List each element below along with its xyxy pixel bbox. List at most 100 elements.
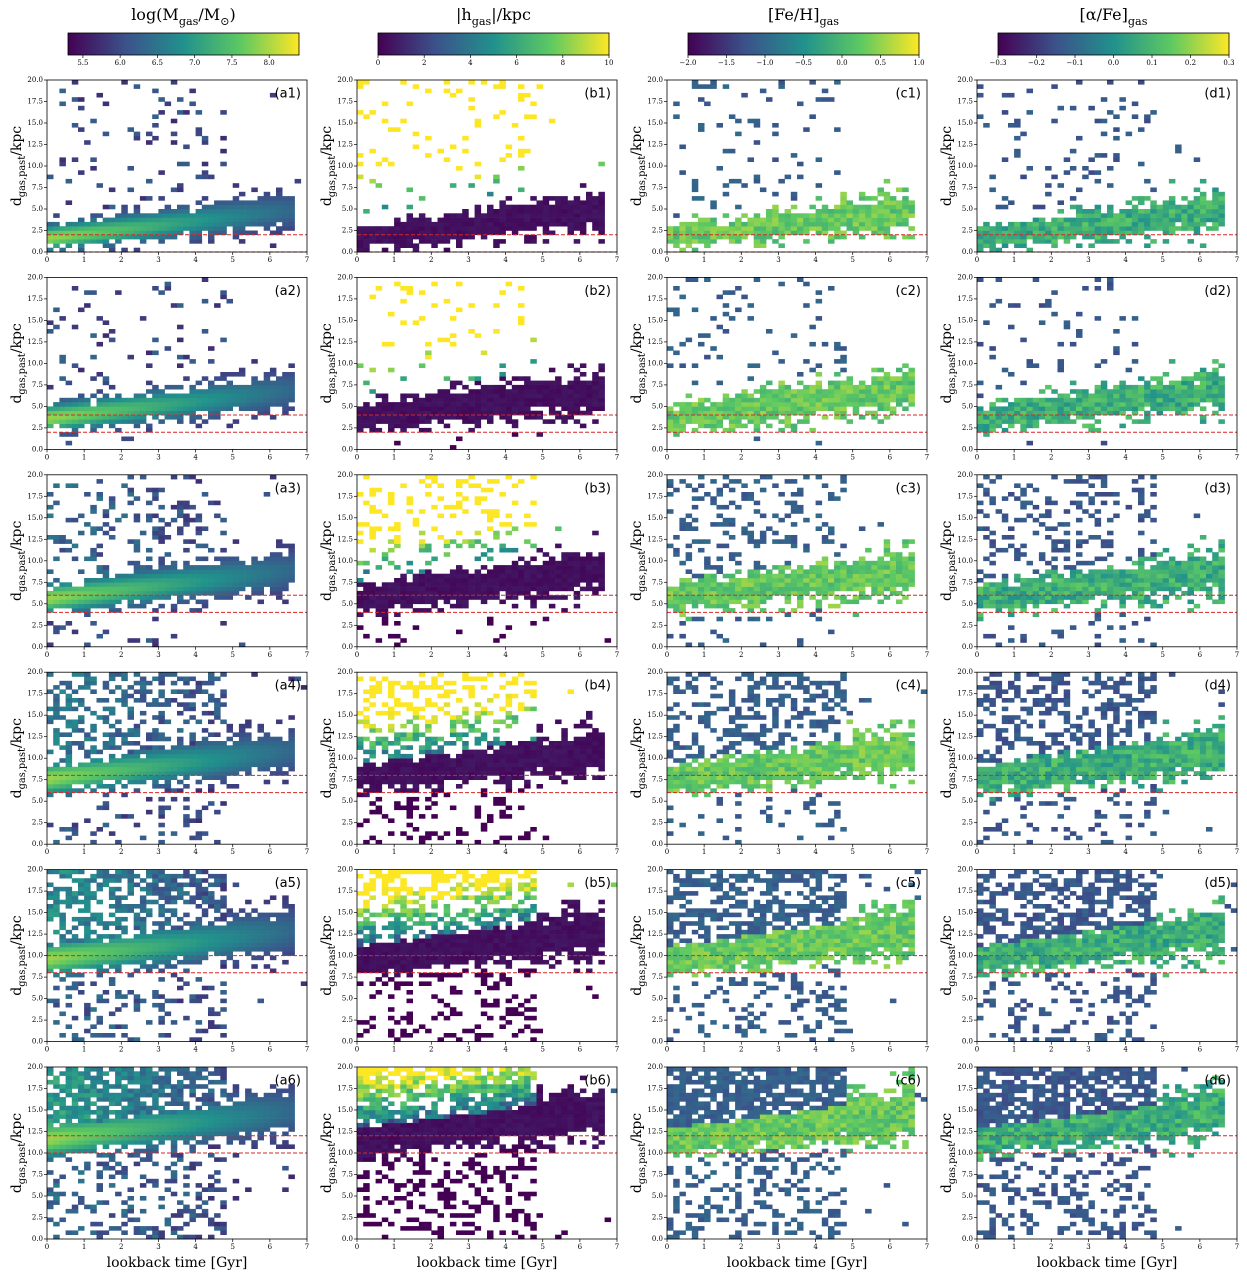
heatmap-cell (499, 402, 506, 407)
heatmap-cell (772, 213, 779, 218)
heatmap-cell (1020, 423, 1027, 429)
heatmap-cell (456, 239, 463, 244)
text-part: ⊙ (220, 15, 229, 28)
heatmap-cell (797, 578, 804, 583)
heatmap-cell (1094, 277, 1102, 282)
heatmap-cell (728, 608, 736, 613)
heatmap-cell (245, 384, 252, 390)
heatmap-cell (691, 526, 699, 531)
heatmap-cell (146, 500, 153, 506)
heatmap-cell (121, 436, 128, 442)
heatmap-cell (858, 573, 866, 579)
heatmap-cell (858, 397, 866, 403)
heatmap-cell (437, 578, 444, 583)
heatmap-cell (65, 582, 73, 587)
heatmap-cell (102, 397, 110, 403)
heatmap-cell (548, 118, 556, 124)
heatmap-cell (1082, 234, 1089, 240)
heatmap-cell (1026, 359, 1033, 364)
heatmap-cell (821, 97, 829, 102)
heatmap-cell (443, 226, 451, 231)
heatmap-cell (815, 616, 823, 622)
heatmap-cell (1138, 209, 1145, 214)
heatmap-cell (685, 337, 693, 343)
heatmap-cell (852, 586, 860, 592)
heatmap-cell (269, 209, 277, 214)
heatmap-cell (722, 595, 730, 600)
heatmap-cell (865, 209, 872, 214)
heatmap-cell (772, 397, 779, 403)
heatmap-cell (437, 573, 444, 579)
heatmap-cell (1001, 157, 1009, 162)
heatmap-cell (232, 393, 240, 399)
heatmap-cell (983, 415, 990, 420)
heatmap-cell (96, 552, 103, 557)
heatmap-cell (778, 389, 785, 394)
heatmap-cell (468, 406, 475, 411)
heatmap-cell (741, 492, 748, 497)
heatmap-cell (883, 384, 891, 390)
heatmap-cell (59, 410, 66, 416)
heatmap-cell (1020, 415, 1027, 420)
heatmap-cell (784, 226, 792, 231)
heatmap-cell (90, 393, 97, 399)
heatmap-cell (753, 500, 761, 506)
heatmap-cell (170, 565, 178, 570)
heatmap-cell (896, 380, 903, 386)
heatmap-cell (977, 427, 984, 433)
heatmap-cell (1144, 380, 1151, 386)
heatmap-cell (977, 599, 984, 605)
heatmap-cell (1199, 196, 1207, 201)
heatmap-cell (462, 603, 469, 609)
heatmap-cell (524, 595, 531, 600)
heatmap-cell (158, 586, 165, 592)
heatmap-cell (443, 586, 451, 592)
heatmap-cell (908, 226, 915, 231)
heatmap-cell (443, 595, 451, 600)
heatmap-cell (78, 569, 85, 574)
heatmap-cell (753, 226, 761, 231)
heatmap-cell (1008, 239, 1015, 244)
heatmap-cell (977, 234, 984, 240)
heatmap-cell (1156, 380, 1163, 386)
heatmap-cell (1094, 393, 1102, 399)
heatmap-cell (437, 415, 444, 420)
heatmap-cell (388, 367, 395, 373)
heatmap-cell (78, 239, 85, 244)
heatmap-cell (201, 329, 209, 334)
heatmap-cell (406, 560, 413, 566)
heatmap-cell (189, 419, 196, 424)
heatmap-cell (425, 595, 432, 600)
heatmap-cell (201, 543, 209, 549)
heatmap-cell (883, 178, 891, 184)
heatmap-cell (902, 200, 909, 205)
heatmap-cell (133, 569, 141, 574)
heatmap-cell (1020, 174, 1027, 180)
heatmap-cell (877, 367, 884, 373)
heatmap-cell (425, 474, 432, 480)
heatmap-cell (474, 397, 482, 403)
heatmap-cell (691, 380, 699, 386)
heatmap-cell (418, 427, 426, 433)
heatmap-cell (431, 402, 438, 407)
heatmap-cell (108, 397, 116, 403)
heatmap-cell (201, 226, 209, 231)
heatmap-cell (852, 560, 860, 566)
heatmap-cell (722, 84, 730, 89)
heatmap-cell (1063, 402, 1071, 407)
heatmap-cell (1218, 376, 1225, 381)
heatmap-cell (747, 603, 754, 609)
heatmap-cell (158, 565, 165, 570)
heatmap-cell (245, 582, 252, 587)
heatmap-cell (1181, 204, 1188, 210)
heatmap-cell (269, 217, 277, 223)
heatmap-cell (716, 569, 723, 574)
heatmap-cell (146, 234, 153, 240)
heatmap-cell (369, 389, 376, 394)
heatmap-cell (1125, 213, 1133, 218)
heatmap-cell (505, 410, 513, 416)
heatmap-cell (821, 565, 829, 570)
heatmap-cell (146, 363, 153, 368)
heatmap-cell (487, 582, 494, 587)
